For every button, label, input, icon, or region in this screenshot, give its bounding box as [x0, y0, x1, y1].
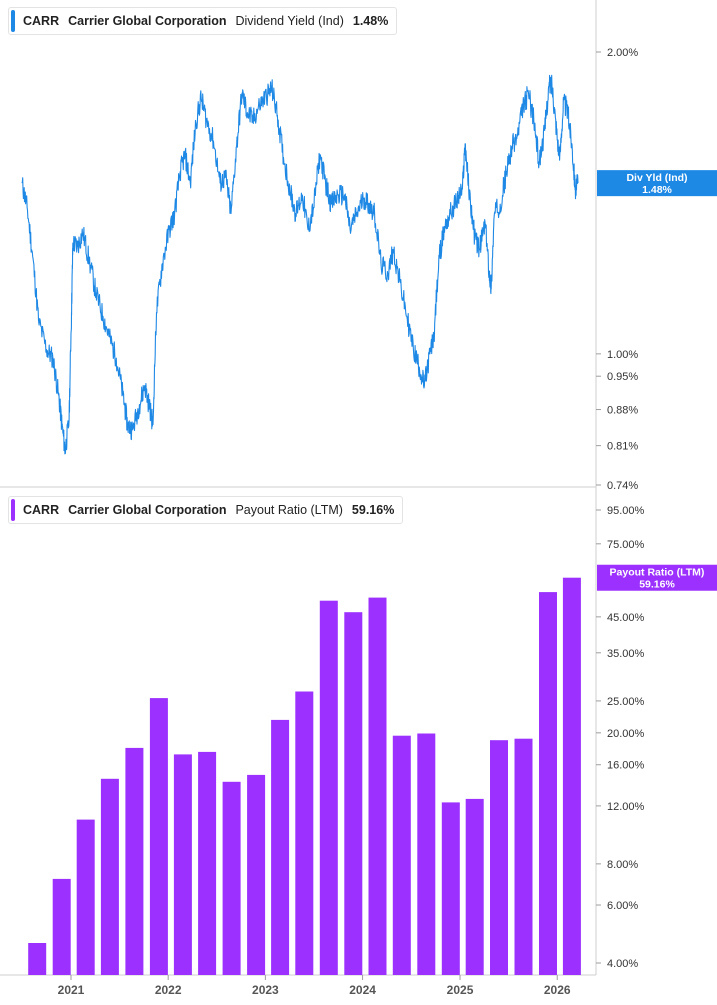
dividend-yield-legend: CARR Carrier Global Corporation Dividend… [8, 7, 398, 35]
x-tick-label: 2024 [349, 983, 376, 997]
payout-ratio-bar [198, 751, 217, 975]
y-tick-label: 6.00% [607, 900, 638, 912]
payout-ratio-plot [28, 577, 581, 975]
payout-ratio-bar [319, 600, 338, 975]
payout-ratio-bar [562, 577, 581, 975]
metric-value: 1.48% [352, 14, 389, 28]
payout-ratio-bar [490, 740, 508, 975]
y-tick-label: 8.00% [607, 859, 638, 871]
x-tick-label: 2026 [544, 983, 571, 997]
payout-ratio-badge-value: 59.16% [639, 579, 675, 591]
dividend-yield-badge-label: Div Yld (Ind) [626, 172, 687, 184]
x-axis: 2021 2022 2023 2024 2025 2026 [58, 975, 571, 997]
payout-ratio-legend: CARR Carrier Global Corporation Payout R… [8, 496, 404, 524]
payout-ratio-bar [539, 592, 557, 975]
y-tick-label: 25.00% [607, 696, 645, 708]
x-tick-label: 2023 [252, 983, 279, 997]
payout-ratio-badge-bg [597, 564, 717, 591]
payout-ratio-bar [52, 878, 71, 975]
payout-ratio-bar [417, 733, 436, 975]
series-color-swatch [11, 499, 15, 521]
y-tick-label: 0.74% [607, 480, 638, 492]
dividend-yield-y-axis: 2.00% 1.00% 0.95% 0.88% 0.81% 0.74% [596, 47, 638, 492]
y-tick-label: 12.00% [607, 801, 645, 813]
metric-name: Payout Ratio (LTM) [235, 503, 343, 517]
payout-ratio-bar [247, 774, 266, 975]
payout-ratio-bar [125, 747, 144, 975]
x-tick-label: 2025 [447, 983, 474, 997]
dividend-yield-badge-bg [597, 170, 717, 197]
y-tick-label: 75.00% [607, 539, 645, 551]
dividend-yield-plot [21, 74, 579, 455]
value-badges: Div Yld (Ind)1.48% Payout Ratio (LTM)59.1… [597, 170, 717, 591]
metric-value: 59.16% [351, 503, 395, 517]
dividend-yield-line [21, 74, 579, 455]
company-name: Carrier Global Corporation [68, 14, 227, 28]
payout-ratio-bar [465, 798, 484, 975]
ticker-label: CARR [23, 14, 60, 28]
y-tick-label: 0.95% [607, 371, 638, 383]
payout-ratio-badge-label: Payout Ratio (LTM) [610, 567, 705, 579]
y-tick-label: 1.00% [607, 349, 638, 361]
payout-ratio-bar [28, 943, 47, 975]
metric-name: Dividend Yield (Ind) [235, 14, 344, 28]
y-tick-label: 35.00% [607, 648, 645, 660]
payout-ratio-bar [100, 778, 119, 975]
y-tick-label: 4.00% [607, 958, 638, 970]
payout-ratio-bar [222, 781, 241, 975]
payout-ratio-y-axis: 95.00% 75.00% 45.00% 35.00% 25.00% 20.00% 16.0… [596, 505, 645, 970]
y-tick-label: 16.00% [607, 760, 645, 772]
dividend-yield-badge-value: 1.48% [642, 184, 672, 196]
x-tick-label: 2021 [58, 983, 85, 997]
payout-ratio-bar [149, 698, 168, 975]
payout-ratio-bar [173, 754, 192, 975]
series-color-swatch [11, 10, 15, 32]
y-tick-label: 0.81% [607, 441, 638, 453]
y-tick-label: 0.88% [607, 405, 638, 417]
payout-ratio-bar [76, 819, 95, 975]
y-tick-label: 95.00% [607, 505, 645, 517]
payout-ratio-bar [295, 691, 314, 975]
y-tick-label: 45.00% [607, 612, 645, 624]
payout-ratio-bar [368, 597, 387, 975]
payout-ratio-bar [271, 719, 290, 975]
payout-ratio-bar [392, 735, 411, 975]
y-tick-label: 20.00% [607, 728, 645, 740]
y-tick-label: 2.00% [607, 47, 638, 59]
x-tick-label: 2022 [155, 983, 182, 997]
payout-ratio-bar [344, 612, 363, 975]
ticker-label: CARR [23, 503, 60, 517]
payout-ratio-bar [514, 738, 533, 975]
company-name: Carrier Global Corporation [68, 503, 227, 517]
payout-ratio-bar [441, 802, 460, 975]
